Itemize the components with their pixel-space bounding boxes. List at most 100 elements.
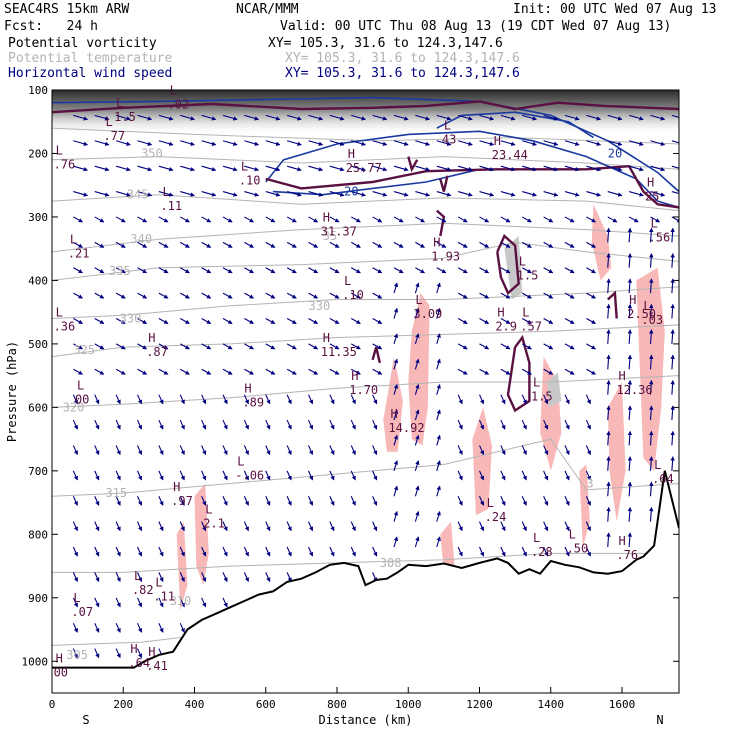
wind-arrow <box>94 496 100 506</box>
wind-arrow <box>500 140 516 146</box>
wind-arrow <box>72 445 78 456</box>
pv-contour <box>52 100 679 114</box>
extremum-marker: H <box>323 331 330 345</box>
extremum-value: .02 <box>168 97 190 111</box>
wind-arrow <box>286 292 297 299</box>
extremum-marker: H <box>647 175 654 189</box>
wind-arrow <box>222 572 228 583</box>
wind-arrow <box>179 292 190 299</box>
wind-arrow <box>73 140 89 146</box>
extremum-value: .87 <box>146 345 168 359</box>
theta-label: 315 <box>105 486 127 500</box>
wind-arrow <box>308 267 319 274</box>
wind-arrow <box>180 114 195 121</box>
wind-arrow <box>372 292 383 299</box>
wind-arrow <box>543 394 549 405</box>
wind-arrow <box>179 521 185 532</box>
wind-arrow <box>436 460 441 472</box>
wind-arrow <box>500 521 506 532</box>
extremum-value: 2.50 <box>627 307 656 321</box>
wind-arrow <box>158 419 164 430</box>
wind-arrow <box>521 496 527 506</box>
wind-arrow <box>393 485 399 497</box>
extremum-marker: H <box>173 480 180 494</box>
wind-arrow <box>158 546 164 557</box>
wind-arrow <box>243 496 249 506</box>
wind-arrow <box>265 191 281 197</box>
wind-arrow <box>415 191 431 197</box>
wind-arrow <box>479 343 490 350</box>
wind-arrow <box>585 445 591 456</box>
y-tick-label: 200 <box>28 147 48 160</box>
wind-arrow <box>457 114 473 121</box>
wind-arrow <box>115 648 121 659</box>
wind-arrow <box>265 521 271 532</box>
wind-arrow <box>564 394 570 405</box>
wind-arrow <box>179 496 185 506</box>
wind-arrow <box>627 329 633 344</box>
wind-arrow <box>115 318 126 324</box>
extremum-marker: H <box>148 331 155 345</box>
wind-arrow <box>585 470 591 481</box>
wind-arrow <box>478 470 485 481</box>
wind-speed-label: 20 <box>344 185 358 199</box>
wind-arrow <box>521 419 527 430</box>
wind-arrow <box>436 114 452 121</box>
wind-arrow <box>607 140 623 146</box>
wind-arrow <box>606 405 611 421</box>
wind-arrow <box>136 546 143 557</box>
wind-arrow <box>72 419 78 430</box>
wind-arrow <box>136 394 143 405</box>
wind-arrow <box>158 343 169 350</box>
extremum-marker: L <box>651 217 658 231</box>
wind-arrow <box>265 343 276 350</box>
wind-arrow <box>585 394 591 405</box>
wind-arrow <box>115 216 126 223</box>
theta-label: 308 <box>380 556 402 570</box>
wind-arrow <box>350 470 356 481</box>
wind-arrow <box>649 481 654 497</box>
wind-arrow <box>564 496 570 506</box>
wind-arrow <box>521 394 527 405</box>
wind-arrow <box>73 165 89 172</box>
wind-arrow <box>649 329 654 344</box>
wind-arrow <box>350 343 361 350</box>
extremum-value: .57 <box>520 320 542 334</box>
wind-arrow <box>372 140 388 146</box>
wind-arrow <box>73 343 84 350</box>
extremum-value: 23.44 <box>492 148 528 162</box>
wind-arrow <box>586 165 602 172</box>
wind-arrow <box>350 216 361 223</box>
wind-arrow <box>158 191 174 197</box>
wind-arrow <box>521 241 532 248</box>
wind-arrow <box>265 368 276 375</box>
extremum-value: .36 <box>54 320 76 334</box>
wind-arrow <box>286 419 292 430</box>
wind-arrow <box>158 241 169 248</box>
wind-arrow <box>158 496 164 506</box>
theta-contour <box>52 375 679 408</box>
wind-arrow <box>329 140 345 146</box>
theta-contour <box>52 127 679 145</box>
wind-arrow <box>457 267 468 274</box>
wind-arrow <box>308 191 324 197</box>
wind-arrow <box>286 546 292 557</box>
wind-arrow <box>543 292 554 299</box>
wind-arrow <box>479 318 490 324</box>
wind-arrow <box>564 546 570 557</box>
plot-frame <box>51 89 680 694</box>
theta-label: 340 <box>130 232 152 246</box>
wind-arrow <box>649 456 654 471</box>
wind-arrow <box>222 191 238 197</box>
wind-arrow <box>308 343 319 350</box>
wind-arrow <box>457 292 468 299</box>
wind-arrow <box>500 496 506 506</box>
wind-arrow <box>201 572 207 583</box>
wind-arrow <box>72 496 78 506</box>
wind-arrow <box>606 252 611 268</box>
x-tick-label: 400 <box>185 698 205 711</box>
extremum-value: 11.35 <box>321 345 357 359</box>
wind-arrow <box>222 445 228 456</box>
wind-arrow <box>478 521 485 532</box>
wind-arrow <box>670 405 675 421</box>
